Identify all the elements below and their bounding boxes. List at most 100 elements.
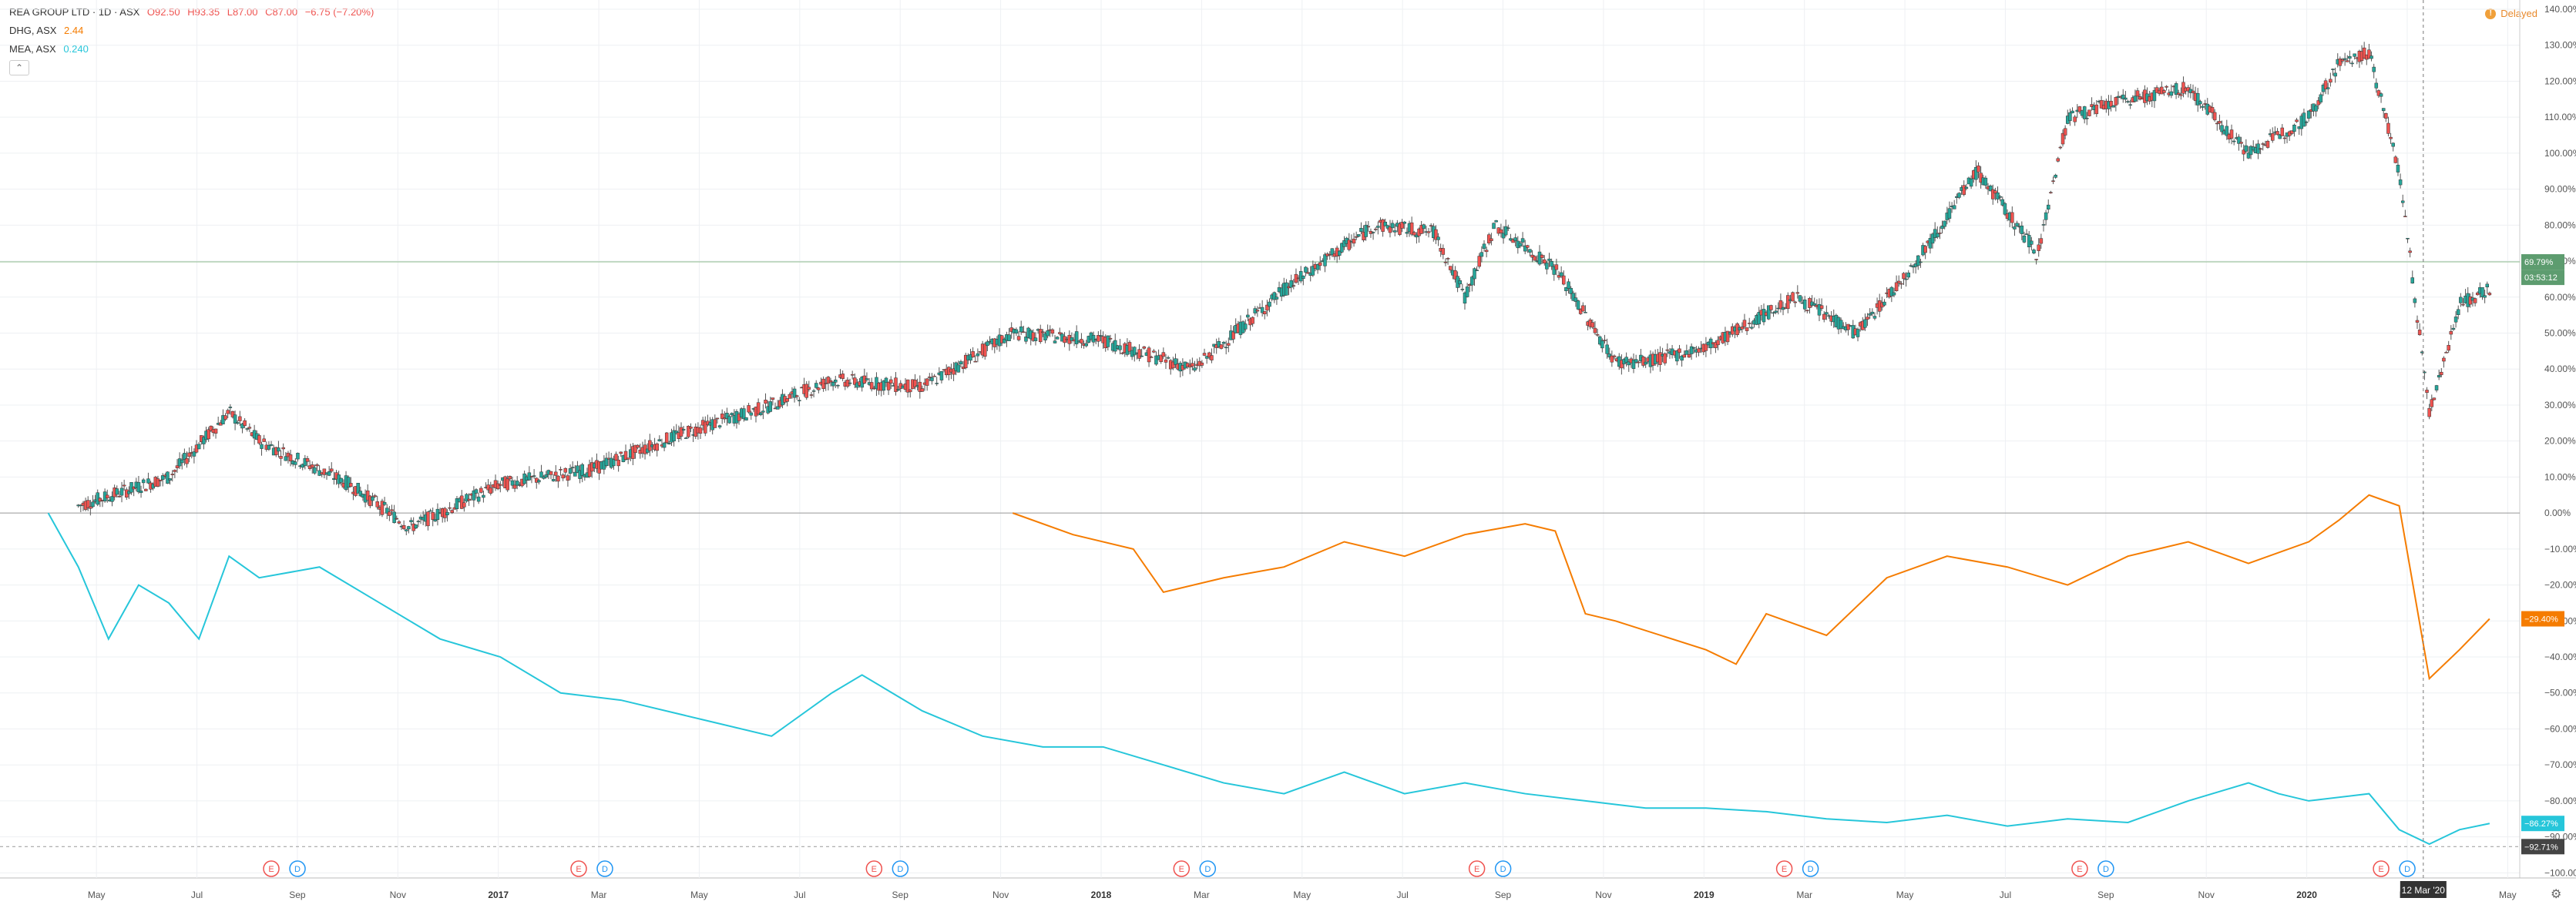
rea-candle [1137, 349, 1141, 359]
rea-candle [380, 501, 385, 515]
rea-candle [761, 410, 765, 413]
rea-candle [1856, 329, 1860, 337]
rea-candle [869, 382, 874, 390]
rea-candle [1663, 353, 1667, 364]
rea-candle [1762, 309, 1766, 323]
rea-candle [1041, 331, 1045, 333]
rea-candle [1952, 205, 1956, 209]
rea-candle [1470, 276, 1474, 286]
rea-candle [262, 438, 266, 442]
rea-candle [1526, 245, 1530, 248]
rea-candle [1593, 327, 1597, 333]
rea-candle [1658, 352, 1662, 365]
rea-candle [2087, 109, 2091, 116]
x-tick-label: Sep [2097, 890, 2114, 900]
rea-candle [841, 374, 845, 379]
rea-candle [2174, 83, 2178, 95]
earnings-event-marker [1468, 860, 1486, 877]
rea-candle [1477, 256, 1482, 267]
rea-candle [462, 502, 466, 508]
legend-collapse-button[interactable]: ⌃ [9, 60, 29, 75]
rea-candle [935, 383, 939, 384]
rea-candle [1675, 350, 1679, 362]
rea-candle [831, 381, 835, 387]
x-tick-label: May [1293, 890, 1311, 900]
event-marker-label: E [2378, 865, 2383, 874]
y-tick-label: −60.00% [2544, 723, 2576, 734]
rea-candle [2331, 69, 2335, 70]
low-price-label: −92.71% [2524, 843, 2558, 852]
rea-candle [1118, 345, 1122, 350]
rea-candle [2201, 106, 2205, 108]
rea-candle [1757, 312, 1761, 325]
rea-candle [1528, 249, 1532, 253]
rea-candle [1383, 221, 1387, 226]
rea-candle [2379, 93, 2383, 97]
rea-candle [1224, 347, 1228, 349]
y-tick-label: 120.00% [2544, 75, 2576, 86]
x-tick-label: 2018 [1091, 890, 1112, 900]
rea-candle [1318, 262, 1322, 266]
rea-candle [156, 478, 160, 487]
rea-candle [1547, 258, 1551, 261]
rea-candle [175, 465, 180, 468]
rea-candle [2082, 106, 2087, 119]
rea-candle [1644, 361, 1647, 365]
rea-candle [1983, 177, 1988, 186]
rea-candle [482, 494, 485, 498]
delayed-icon: ! [2485, 8, 2497, 19]
rea-candle [2326, 87, 2330, 89]
rea-candle [1446, 258, 1450, 260]
rea-candle [1991, 189, 1995, 199]
rea-candle [1969, 179, 1973, 187]
rea-candle [2413, 298, 2417, 303]
rea-candle [626, 457, 630, 460]
rea-candle [1637, 361, 1641, 364]
delayed-badge[interactable]: ! Delayed [2485, 8, 2537, 19]
rea-candle [1537, 251, 1542, 265]
gear-icon[interactable]: ⚙ [2551, 888, 2561, 901]
rea-candle [1742, 320, 1747, 327]
rea-candle [1882, 301, 1886, 306]
rea-candle [1479, 252, 1484, 257]
rea-candle [1612, 355, 1617, 357]
y-tick-label: 0.00% [2544, 508, 2571, 518]
rea-candle [1265, 304, 1269, 311]
rea-candle [294, 461, 297, 465]
rea-candle [1402, 221, 1407, 224]
rea-candle [2295, 119, 2299, 122]
earnings-event-marker [865, 860, 883, 877]
rea-candle [1227, 343, 1231, 346]
rea-candle [476, 496, 481, 502]
rea-candle [1559, 272, 1563, 276]
event-marker-label: D [602, 865, 608, 874]
rea-candle [814, 383, 818, 388]
rea-candle [2487, 293, 2492, 296]
rea-candle [407, 526, 411, 530]
rea-candle [2109, 100, 2113, 107]
rea-candle [2367, 49, 2371, 59]
event-marker-label: E [268, 865, 274, 874]
rea-candle [2323, 80, 2328, 89]
rea-candle [2051, 180, 2055, 182]
rea-candle [1802, 300, 1807, 310]
rea-candle [1725, 330, 1730, 343]
rea-candle [1390, 223, 1395, 229]
rea-candle [1338, 250, 1342, 256]
rea-candle [1595, 334, 1600, 336]
rea-candle [1817, 304, 1822, 316]
rea-candle [1204, 356, 1209, 359]
rea-candle [382, 501, 387, 505]
rea-candle [226, 410, 230, 414]
rea-candle [614, 454, 618, 461]
rea-candle [1099, 335, 1103, 337]
rea-candle [2244, 145, 2249, 152]
y-tick-label: −50.00% [2544, 688, 2576, 699]
rea-candle [1231, 331, 1235, 340]
rea-candle [1550, 261, 1553, 267]
rea-candle [192, 451, 196, 457]
rea-candle [356, 483, 360, 494]
dividend-event-marker [2097, 860, 2114, 877]
rea-candle [809, 394, 814, 396]
